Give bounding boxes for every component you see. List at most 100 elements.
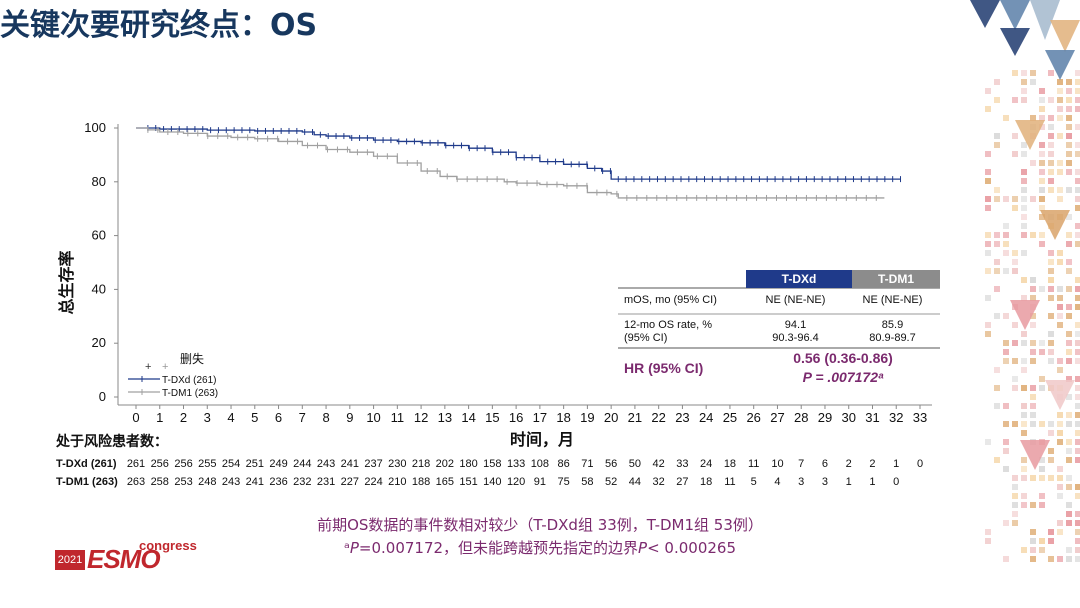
mosaic-tile [1021,421,1027,427]
mosaic-tile [1057,556,1063,562]
y-tick-label: 80 [92,174,106,189]
mosaic-tile [1066,88,1072,94]
col-header-tdm1: T-DM1 [852,270,940,288]
mosaic-tile [1048,115,1054,121]
mosaic-tile [985,529,991,535]
mosaic-tile [1066,214,1072,220]
mosaic-tile [1003,403,1009,409]
mosaic-tile [1012,340,1018,346]
mosaic-tile [1066,124,1072,130]
mosaic-tile [1057,187,1063,193]
mosaic-tile [1012,358,1018,364]
mosaic-triangle [1050,20,1080,52]
mosaic-tile [1030,322,1036,328]
mosaic-tile [1066,259,1072,265]
mosaic-tile [1030,196,1036,202]
mosaic-tile [1021,502,1027,508]
mosaic-tile [1075,142,1080,148]
mosaic-tile [1003,115,1009,121]
row-12mo-label-1: 12-mo OS rate, % [624,319,713,331]
mosaic-triangle [1030,0,1060,40]
mosaic-tile [1057,493,1063,499]
mosaic-tile [1012,421,1018,427]
footnote-p-2: P [638,539,648,557]
mosaic-tile [1075,403,1080,409]
mosaic-tile [1057,313,1063,319]
mosaic-tile [1066,547,1072,553]
mosaic-tile [1039,502,1045,508]
mosaic-tile [1039,169,1045,175]
footnote-line-1: 前期OS数据的事件数相对较少（T-DXd组 33例，T-DM1组 53例） [317,516,763,534]
mosaic-tile [1030,160,1036,166]
mosaic-tile [1075,322,1080,328]
mosaic-tile [1075,106,1080,112]
mosaic-tile [1021,412,1027,418]
row-12mo-tdxd-ci: 90.3-96.4 [772,332,819,344]
mosaic-tile [1066,151,1072,157]
mosaic-tile [985,439,991,445]
mosaic-tile [1039,124,1045,130]
mosaic-tile [1066,412,1072,418]
mosaic-tile [985,178,991,184]
mosaic-tile [1021,367,1027,373]
mosaic-tile [985,250,991,256]
x-tick-label: 16 [509,410,523,425]
mosaic-tile [1057,529,1063,535]
mosaic-tile [1075,97,1080,103]
mosaic-tile [1039,286,1045,292]
at-risk-value: 5 [751,476,757,488]
at-risk-value: 244 [293,458,311,470]
at-risk-value: 256 [151,458,169,470]
mosaic-tile [1066,106,1072,112]
mosaic-tile [1066,394,1072,400]
mosaic-tile [1075,295,1080,301]
mosaic-tile [1003,448,1009,454]
mosaic-tile [1048,475,1054,481]
mosaic-tile [985,295,991,301]
mosaic-tile [985,88,991,94]
mosaic-tile [1066,79,1072,85]
at-risk-value: 91 [534,476,546,488]
km-curve-tdxd [136,127,901,180]
mosaic-tile [1021,88,1027,94]
mosaic-tile [1075,331,1080,337]
x-tick-label: 5 [251,410,258,425]
mosaic-tile [1021,493,1027,499]
x-tick-label: 24 [699,410,713,425]
mosaic-tile [1057,259,1063,265]
at-risk-value: 2 [846,458,852,470]
x-tick-label: 3 [204,410,211,425]
mosaic-tile [1003,466,1009,472]
mosaic-tile [1057,430,1063,436]
row-mos-tdm1: NE (NE-NE) [862,294,923,306]
mosaic-tile [1012,268,1018,274]
mosaic-tile [1021,295,1027,301]
at-risk-value: 50 [629,458,641,470]
footnote-line-2: ᵃP=0.007172，但未能跨越预先指定的边界P< 0.000265 [150,537,930,558]
mosaic-tile [1066,457,1072,463]
mosaic-tile [1003,358,1009,364]
mosaic-tile [994,313,1000,319]
mosaic-tile [1021,475,1027,481]
mosaic-tile [1012,97,1018,103]
mosaic-tile [1057,520,1063,526]
mosaic-triangle [1000,0,1030,30]
mosaic-tile [1066,340,1072,346]
mosaic-tile [1021,277,1027,283]
mosaic-tile [1039,151,1045,157]
mosaic-tile [1021,142,1027,148]
mosaic-tile [1066,304,1072,310]
mosaic-tile [1003,349,1009,355]
mosaic-tile [1048,340,1054,346]
mosaic-tile [1003,340,1009,346]
mosaic-tile [1066,556,1072,562]
at-risk-value: 232 [293,476,311,488]
mosaic-tile [1048,250,1054,256]
mosaic-tile [1030,79,1036,85]
mosaic-tile [1003,250,1009,256]
mosaic-tile [1048,556,1054,562]
mosaic-tile [1066,232,1072,238]
at-risk-value: 253 [174,476,192,488]
mosaic-tile [1066,286,1072,292]
mosaic-triangle [1045,50,1075,80]
